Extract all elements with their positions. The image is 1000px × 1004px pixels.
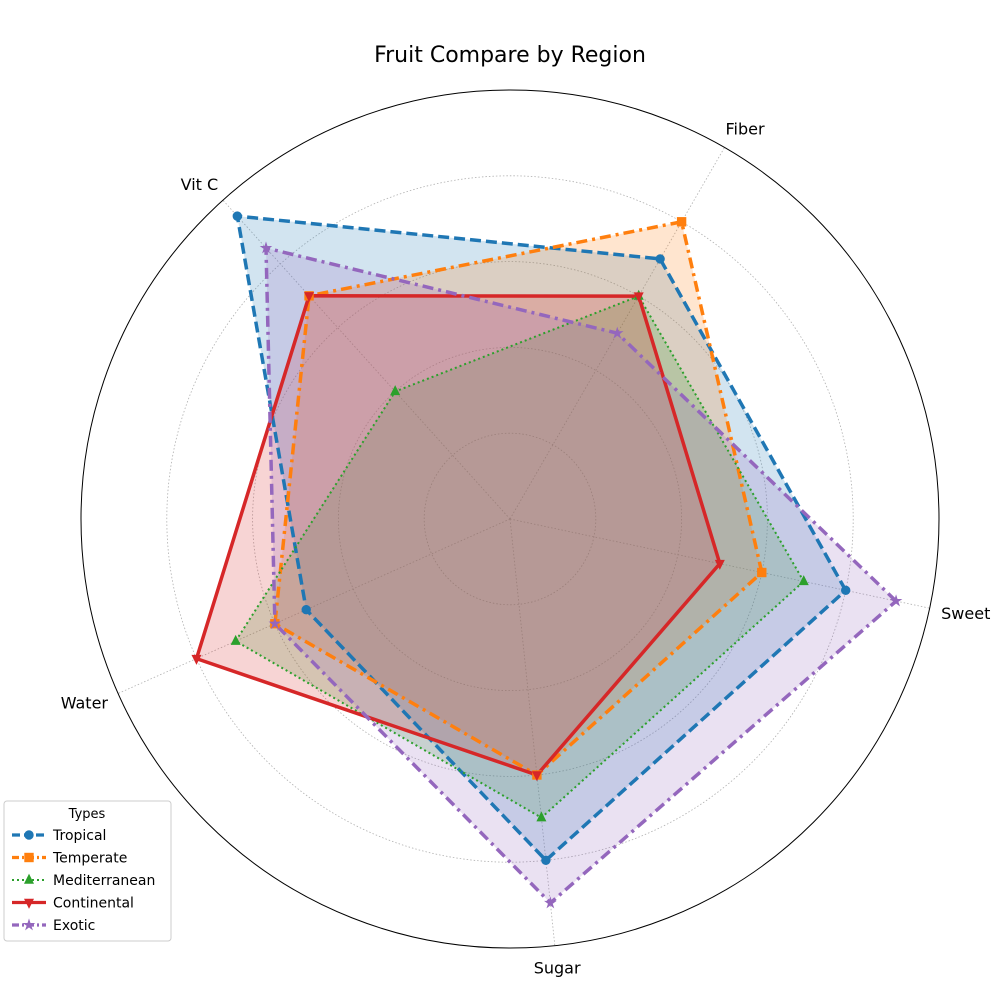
data-point-mediterranean [798, 575, 809, 586]
series-fills [196, 216, 897, 903]
series-line-continental [194, 294, 722, 777]
legend-label-temperate: Temperate [52, 851, 127, 867]
legend-label-mediterranean: Mediterranean [53, 873, 155, 889]
axis-label: Sweet [941, 604, 990, 623]
series-fill-temperate [274, 221, 762, 776]
legend-label-tropical: Tropical [52, 828, 106, 844]
data-point-tropical [541, 855, 551, 866]
legend-marker-exotic [22, 918, 36, 931]
data-point-exotic [610, 326, 624, 339]
data-point-temperate [757, 567, 767, 578]
legend-marker-mediterranean [23, 873, 35, 884]
legend-marker-temperate [24, 852, 34, 863]
data-point-exotic [544, 896, 557, 909]
grid-ring [423, 432, 597, 606]
series-fill-exotic [266, 248, 897, 903]
data-point-continental [531, 771, 542, 782]
grid-ring [252, 261, 768, 777]
chart-legend: Types Tropical Temperate Mediterranean Cont… [3, 800, 172, 942]
axis-label: Fiber [726, 119, 765, 138]
chart-title: Fruit Compare by Region [374, 43, 646, 68]
data-point-continental [304, 292, 315, 303]
data-point-exotic [889, 594, 903, 607]
data-point-mediterranean [230, 634, 241, 645]
axis-labels: Sweet Fiber Vit C Water Sugar [61, 119, 991, 977]
data-point-continental [633, 292, 644, 303]
legend-label-exotic: Exotic [53, 918, 95, 934]
legend-title: Types [68, 807, 106, 822]
legend-frame [3, 800, 172, 942]
grid-ring [337, 346, 683, 692]
series-line-temperate [273, 220, 764, 777]
grid-spoke [509, 518, 556, 946]
legend-marker-continental [23, 898, 35, 909]
grid-ring [166, 175, 854, 863]
data-point-mediterranean [536, 811, 547, 822]
series-lines [194, 214, 898, 905]
data-point-continental [714, 559, 725, 570]
series-fill-mediterranean [235, 296, 804, 818]
axis-label: Water [61, 693, 109, 712]
series-fill-tropical [237, 216, 846, 861]
data-point-tropical [232, 211, 242, 221]
series-line-exotic [264, 246, 898, 905]
outer-frame [80, 89, 940, 949]
series-markers [191, 211, 903, 909]
data-point-tropical [301, 605, 311, 615]
axis-label: Sugar [534, 959, 581, 978]
radial-grid [80, 89, 940, 949]
data-point-tropical [841, 585, 851, 596]
legend-label-continental: Continental [53, 896, 134, 912]
data-point-temperate [676, 217, 687, 227]
axis-label: Vit C [181, 175, 219, 194]
data-point-tropical [655, 254, 665, 264]
data-point-mediterranean [390, 385, 401, 396]
data-point-exotic [268, 617, 282, 630]
data-point-continental [191, 654, 202, 665]
legend-marker-tropical [24, 830, 34, 840]
series-line-tropical [235, 214, 848, 863]
data-point-exotic [259, 241, 273, 254]
grid-spoke [222, 199, 511, 520]
grid-spoke [117, 518, 511, 694]
